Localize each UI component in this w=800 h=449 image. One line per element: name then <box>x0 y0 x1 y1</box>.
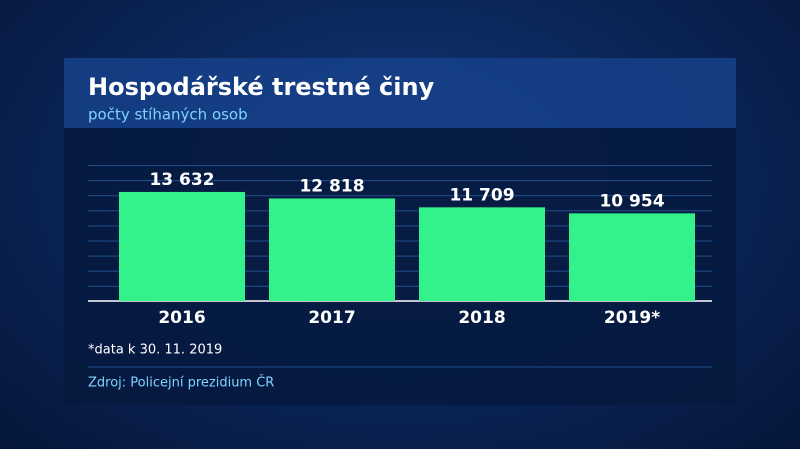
bar <box>569 213 695 301</box>
x-tick-label: 2019* <box>604 308 660 328</box>
bar <box>269 198 395 301</box>
bar <box>119 191 245 301</box>
x-tick-label: 2017 <box>308 308 355 328</box>
bar <box>419 207 545 301</box>
value-label: 11 709 <box>449 185 514 205</box>
x-tick-label: 2016 <box>158 308 205 328</box>
header-panel <box>64 58 736 128</box>
chart-subtitle: počty stíhaných osob <box>88 106 248 124</box>
x-tick-label: 2018 <box>458 308 505 328</box>
chart-title: Hospodářské trestné činy <box>88 73 435 101</box>
footnote: *data k 30. 11. 2019 <box>88 343 222 358</box>
value-label: 10 954 <box>599 191 664 211</box>
value-label: 12 818 <box>299 176 364 196</box>
value-label: 13 632 <box>149 170 214 190</box>
source: Zdroj: Policejní prezidium ČR <box>88 375 274 391</box>
